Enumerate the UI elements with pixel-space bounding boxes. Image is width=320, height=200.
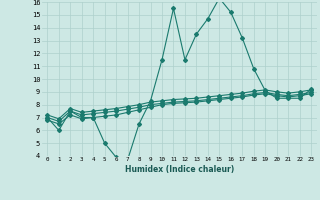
X-axis label: Humidex (Indice chaleur): Humidex (Indice chaleur) bbox=[124, 165, 234, 174]
